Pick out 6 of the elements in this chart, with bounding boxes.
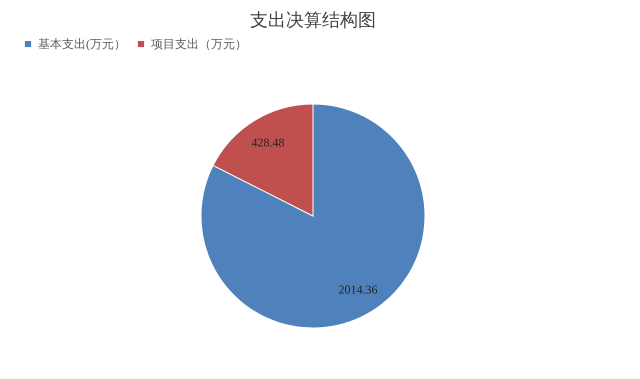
chart-title: 支出决算结构图	[250, 10, 376, 30]
legend-label: 基本支出(万元）	[38, 37, 126, 52]
legend-label: 项目支出（万元）	[151, 37, 247, 52]
pie-slice	[200, 104, 426, 328]
data-label: 428.48	[251, 136, 284, 150]
data-label: 2014.36	[338, 282, 378, 296]
